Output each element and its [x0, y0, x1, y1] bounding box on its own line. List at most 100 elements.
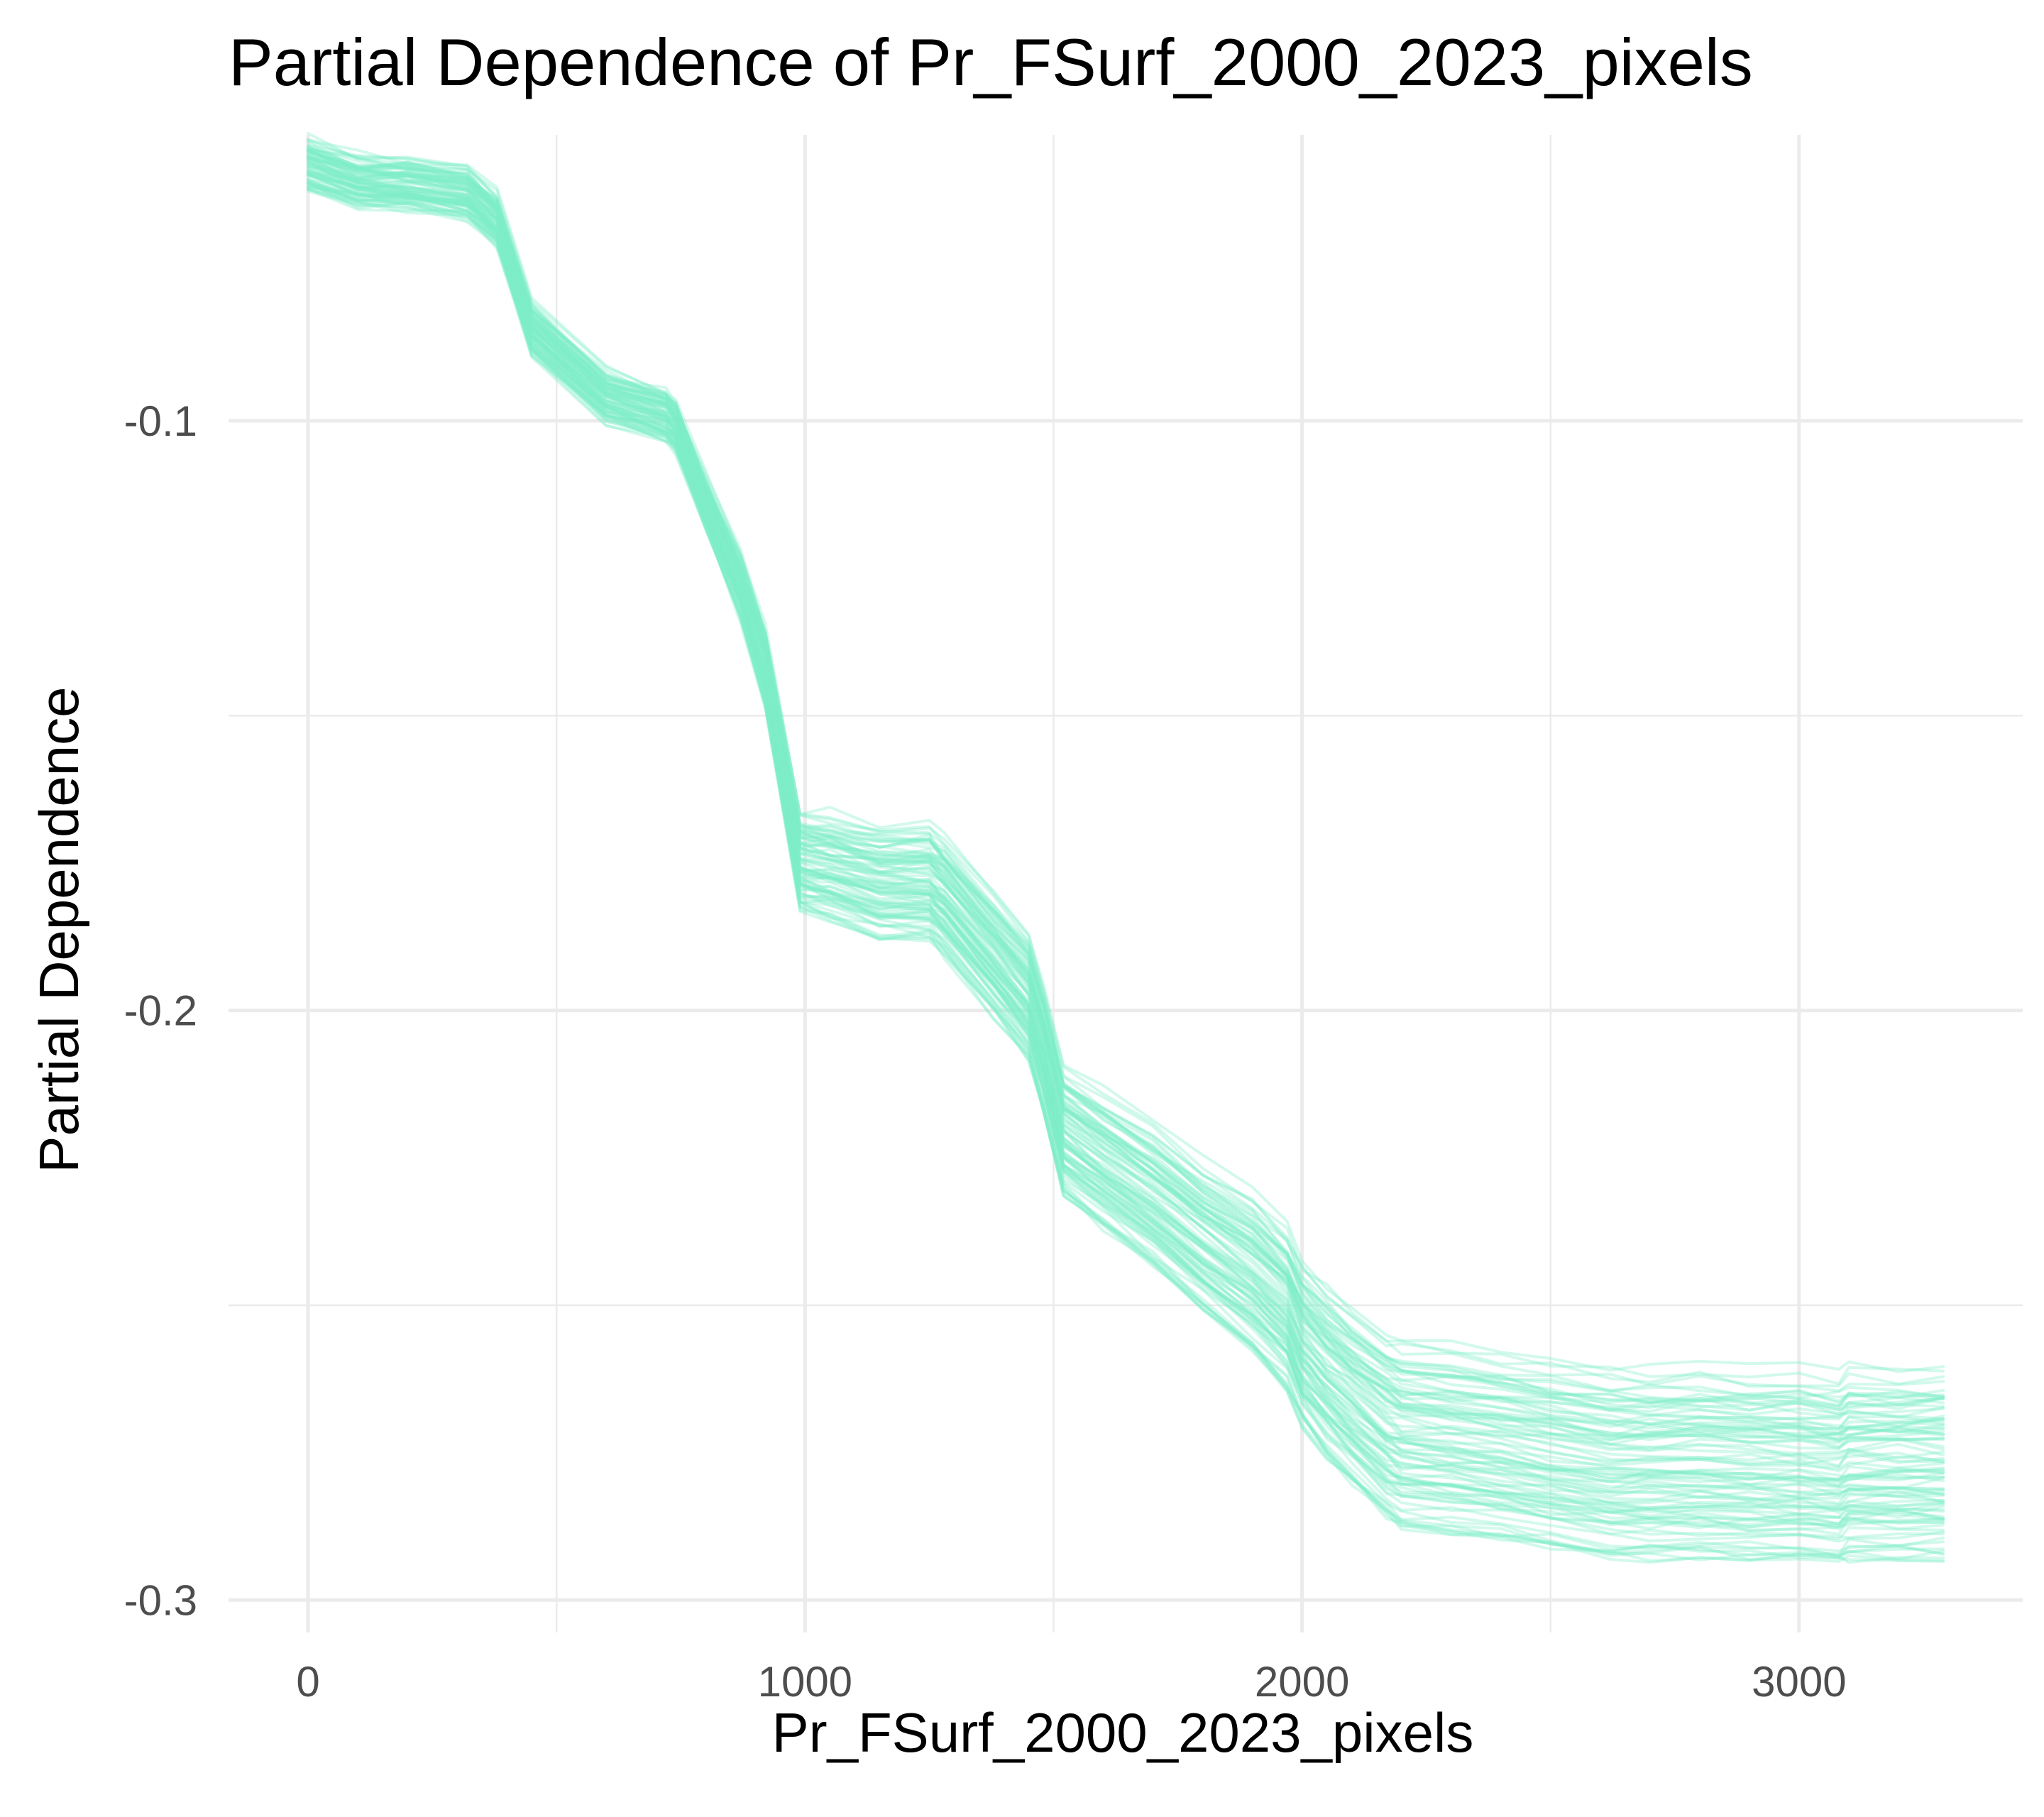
y-axis-ticks: -0.1 -0.2 -0.3	[124, 397, 197, 1624]
ice-curve	[307, 155, 1945, 1466]
ice-curve	[307, 160, 1945, 1483]
ice-curve	[307, 155, 1945, 1460]
ice-curve	[307, 150, 1945, 1434]
ice-curve	[307, 185, 1945, 1555]
ice-curve	[307, 177, 1945, 1515]
ice-curve	[307, 190, 1945, 1564]
ice-curve	[307, 158, 1945, 1440]
ice-curve	[307, 141, 1945, 1416]
ice-curve	[307, 181, 1945, 1536]
ice-curve	[307, 172, 1945, 1528]
ice-curve	[307, 172, 1945, 1502]
ice-curve	[307, 172, 1945, 1494]
ice-curve	[307, 143, 1945, 1393]
ice-curve	[307, 150, 1945, 1407]
ice-curve	[307, 165, 1945, 1491]
ice-curve	[307, 159, 1945, 1442]
ice-curve	[307, 185, 1945, 1543]
ice-curve	[307, 178, 1945, 1513]
ice-curve	[307, 139, 1945, 1402]
ice-curve	[307, 187, 1945, 1559]
y-axis-title: Partial Dependence	[28, 686, 90, 1173]
ice-curve	[307, 155, 1945, 1442]
ice-curve	[307, 182, 1945, 1530]
ice-curve	[307, 163, 1945, 1486]
ice-curve	[307, 179, 1945, 1511]
ice-curve	[307, 174, 1945, 1498]
ice-curve	[307, 160, 1945, 1482]
ice-curve	[307, 182, 1945, 1527]
ice-curve	[307, 161, 1945, 1455]
ice-curve	[307, 158, 1945, 1471]
y-tick-label: -0.3	[124, 1576, 197, 1624]
ice-curve	[307, 171, 1945, 1488]
ice-curve	[307, 147, 1945, 1443]
ice-curve	[307, 153, 1945, 1451]
x-axis-ticks: 0 1000 2000 3000	[296, 1658, 1846, 1706]
x-axis-title: Pr_FSurf_2000_2023_pixels	[772, 1701, 1474, 1764]
ice-curve	[307, 158, 1945, 1468]
ice-curve	[307, 181, 1945, 1561]
ice-curve	[307, 173, 1945, 1506]
ice-curve	[307, 157, 1945, 1473]
ice-curve	[307, 144, 1945, 1419]
ice-curve	[307, 155, 1945, 1450]
ice-curve	[307, 187, 1945, 1559]
ice-curve	[307, 178, 1945, 1526]
ice-curve	[307, 149, 1945, 1421]
ice-curve	[307, 137, 1945, 1388]
ice-curve	[307, 172, 1945, 1515]
ice-curve	[307, 185, 1945, 1541]
ice-curve	[307, 145, 1945, 1410]
ice-curve	[307, 163, 1945, 1460]
ice-curve	[307, 155, 1945, 1469]
ice-curve	[307, 168, 1945, 1497]
ice-curve	[307, 152, 1945, 1449]
ice-curve	[307, 153, 1945, 1430]
ice-curve	[307, 148, 1945, 1431]
ice-curve	[307, 150, 1945, 1412]
ice-curve	[307, 180, 1945, 1529]
ice-curve	[307, 168, 1945, 1521]
ice-curve	[307, 156, 1945, 1431]
ice-curve	[307, 150, 1945, 1445]
ice-curve	[307, 173, 1945, 1503]
x-tick-label: 0	[296, 1658, 319, 1706]
ice-curve	[307, 161, 1945, 1481]
ice-curve	[307, 187, 1945, 1558]
ice-curve	[307, 170, 1945, 1505]
x-tick-label: 3000	[1752, 1658, 1846, 1706]
ice-curve	[307, 164, 1945, 1488]
y-tick-label: -0.2	[124, 987, 197, 1035]
ice-curve	[307, 179, 1945, 1530]
ice-curve	[307, 167, 1945, 1516]
ice-curve	[307, 148, 1945, 1407]
y-tick-label: -0.1	[124, 397, 197, 445]
ice-curve	[307, 166, 1945, 1509]
ice-curve	[307, 188, 1945, 1557]
ice-curve	[307, 173, 1945, 1519]
ice-curve	[307, 165, 1945, 1483]
ice-curve	[307, 156, 1945, 1437]
grid	[229, 135, 2023, 1632]
ice-curve	[307, 150, 1945, 1412]
ice-curve	[307, 160, 1945, 1483]
ice-curve	[307, 146, 1945, 1402]
ice-curve	[307, 182, 1945, 1563]
ice-curve	[307, 148, 1945, 1416]
x-tick-label: 2000	[1255, 1658, 1349, 1706]
ice-curve	[307, 186, 1945, 1539]
ice-curve	[307, 170, 1945, 1500]
ice-curve	[307, 154, 1945, 1439]
ice-curve	[307, 138, 1945, 1373]
ice-curve	[307, 148, 1945, 1441]
ice-curve	[307, 170, 1945, 1483]
ice-curve	[307, 150, 1945, 1422]
x-tick-label: 1000	[758, 1658, 852, 1706]
ice-curve	[307, 184, 1945, 1532]
ice-curve	[307, 131, 1945, 1385]
ice-curve	[307, 148, 1945, 1442]
ice-curve	[307, 146, 1945, 1405]
chart-title: Partial Dependence of Pr_FSurf_2000_2023…	[229, 25, 1753, 99]
